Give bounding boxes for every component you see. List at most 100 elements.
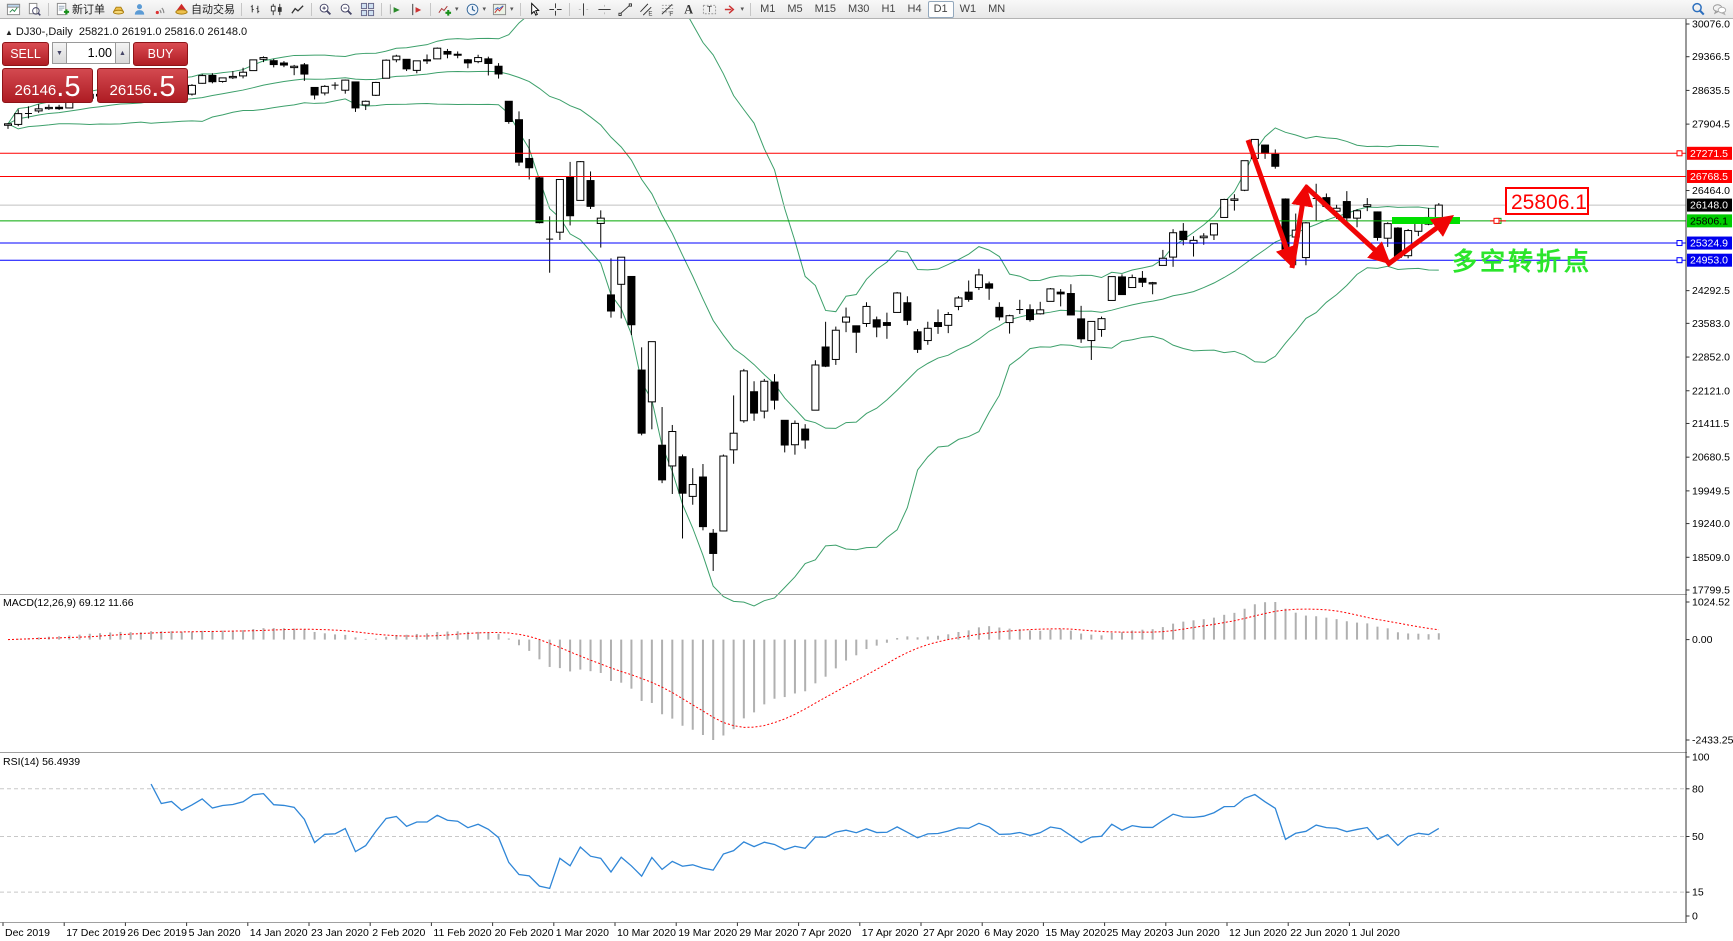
timeframe-m5-button[interactable]: M5 <box>787 3 803 15</box>
linechart-button[interactable] <box>287 0 308 18</box>
candle-body <box>617 256 626 285</box>
tag-anchor[interactable] <box>1493 217 1500 224</box>
trend-arrow[interactable] <box>1289 184 1314 269</box>
chevron-down-icon: ▾ <box>482 6 487 13</box>
timeframe-m1-button[interactable]: M1 <box>760 3 776 15</box>
candle-body <box>65 101 74 109</box>
price-axis[interactable]: 30076.0 29366.5 28635.5 27904.5 26464.0 24292… <box>1685 18 1733 923</box>
autotrading-button[interactable]: 自动交易 <box>171 0 238 18</box>
zoom-out-icon <box>340 3 353 15</box>
support-button[interactable] <box>129 0 150 18</box>
timeframe-d1-button[interactable]: D1 <box>927 0 954 18</box>
new-chart-button[interactable] <box>3 0 24 18</box>
shift-button[interactable] <box>406 0 427 18</box>
tile-button[interactable] <box>357 0 378 18</box>
candle-body <box>760 380 769 412</box>
templates-button[interactable]: ▾ <box>489 0 517 18</box>
bars-button[interactable] <box>245 0 266 18</box>
candle-body <box>995 306 1004 318</box>
search-button[interactable] <box>1688 0 1709 18</box>
timeframe-h4-button[interactable]: H4 <box>907 3 922 15</box>
hline-badge-text: 25806.1 <box>1690 215 1728 227</box>
candle-body <box>494 65 503 75</box>
hline-anchor[interactable] <box>1676 150 1683 157</box>
trendline-button[interactable] <box>615 0 636 18</box>
buy-price-display[interactable]: 26156.5 <box>97 68 188 103</box>
buy-price-main: 26156 <box>109 82 152 99</box>
turning-point-note[interactable]: 多空转折点 <box>1452 247 1592 276</box>
date-tick-label: 19 Mar 2020 <box>678 927 737 939</box>
timeframe-h1-button[interactable]: H1 <box>881 3 896 15</box>
buy-price-big: .5 <box>151 71 176 104</box>
new-order-button[interactable]: 新订单 <box>52 0 108 18</box>
timeframe-mn-button[interactable]: MN <box>988 3 1006 15</box>
trend-arrow[interactable] <box>1303 184 1391 265</box>
deposit-button[interactable] <box>108 0 129 18</box>
candle-body <box>392 55 401 61</box>
vline-button[interactable] <box>573 0 594 18</box>
timeframe-m15-button[interactable]: M15 <box>814 3 837 15</box>
price-tick-label: 22852.0 <box>1692 352 1730 364</box>
cursor-button[interactable] <box>524 0 545 18</box>
fibo-button[interactable]: F <box>657 0 678 18</box>
collapse-panel-icon[interactable]: ▲ <box>5 28 13 37</box>
periods-button[interactable]: ▾ <box>462 0 490 18</box>
candle-body <box>739 370 748 422</box>
candle-body <box>923 327 932 342</box>
sell-price-display[interactable]: 26146.5 <box>2 68 93 103</box>
label-button[interactable]: T <box>699 0 720 18</box>
date-tick-label: 15 May 2020 <box>1045 927 1106 939</box>
profiles-button[interactable] <box>24 0 45 18</box>
news-button[interactable] <box>150 0 171 18</box>
text-icon: A <box>684 2 693 16</box>
rsi-tick-label: 50 <box>1692 831 1704 843</box>
crosshair-button[interactable] <box>545 0 566 18</box>
sell-button[interactable]: SELL <box>2 42 49 66</box>
hline-anchor[interactable] <box>1676 240 1683 247</box>
timeframe-m30-button[interactable]: M30 <box>848 3 870 15</box>
candle-body <box>913 331 922 350</box>
text-button[interactable]: A <box>678 0 699 18</box>
candle-body <box>637 369 646 434</box>
hline-button[interactable] <box>594 0 615 18</box>
candle-body <box>1148 282 1157 285</box>
crosshair-icon <box>548 2 562 16</box>
trend-arrow[interactable] <box>1245 139 1297 269</box>
chat-button[interactable] <box>1709 0 1730 18</box>
indicators-button[interactable]: ▾ <box>434 0 462 18</box>
candle-body <box>187 84 196 95</box>
candle-body <box>504 100 513 123</box>
volume-field[interactable]: 1.00 <box>67 42 115 64</box>
candle-body <box>1271 153 1280 167</box>
candle-body <box>14 113 23 125</box>
candles-button[interactable] <box>266 0 287 18</box>
shapes-button[interactable]: ▾ <box>720 0 748 18</box>
annotations: 25806.1 多空转折点 <box>1245 139 1592 276</box>
hline-anchor[interactable] <box>1676 257 1683 264</box>
trend-arrow[interactable] <box>1385 215 1455 268</box>
timeframe-w1-button[interactable]: W1 <box>959 3 977 15</box>
volume-decrease-button[interactable]: ▼ <box>52 42 67 64</box>
autoscroll-button[interactable] <box>385 0 406 18</box>
zoom-in-button[interactable] <box>315 0 336 18</box>
news-icon <box>155 7 165 14</box>
buy-button[interactable]: BUY <box>133 42 188 66</box>
hline-badge-text: 25324.9 <box>1690 238 1728 250</box>
svg-text:A: A <box>684 2 693 16</box>
chart-title: ▲ DJ30-,Daily 25821.0 26191.0 25816.0 261… <box>5 26 247 38</box>
candle-body <box>1261 144 1270 154</box>
shapes-icon <box>724 4 734 14</box>
time-axis[interactable]: Dec 2019 17 Dec 2019 26 Dec 2019 5 Jan 2020… <box>2 922 1400 940</box>
green-zone-bar[interactable] <box>1392 217 1460 224</box>
candle-body <box>1158 257 1167 266</box>
price-tag-box[interactable] <box>1505 187 1589 215</box>
macd-tick-label: 0.00 <box>1692 634 1713 646</box>
candle-body <box>985 283 994 289</box>
cursor-icon <box>530 1 540 16</box>
volume-increase-button[interactable]: ▲ <box>115 42 130 64</box>
zoom-out-button[interactable] <box>336 0 357 18</box>
candle-body <box>678 456 687 494</box>
channel-button[interactable]: E <box>636 0 657 18</box>
